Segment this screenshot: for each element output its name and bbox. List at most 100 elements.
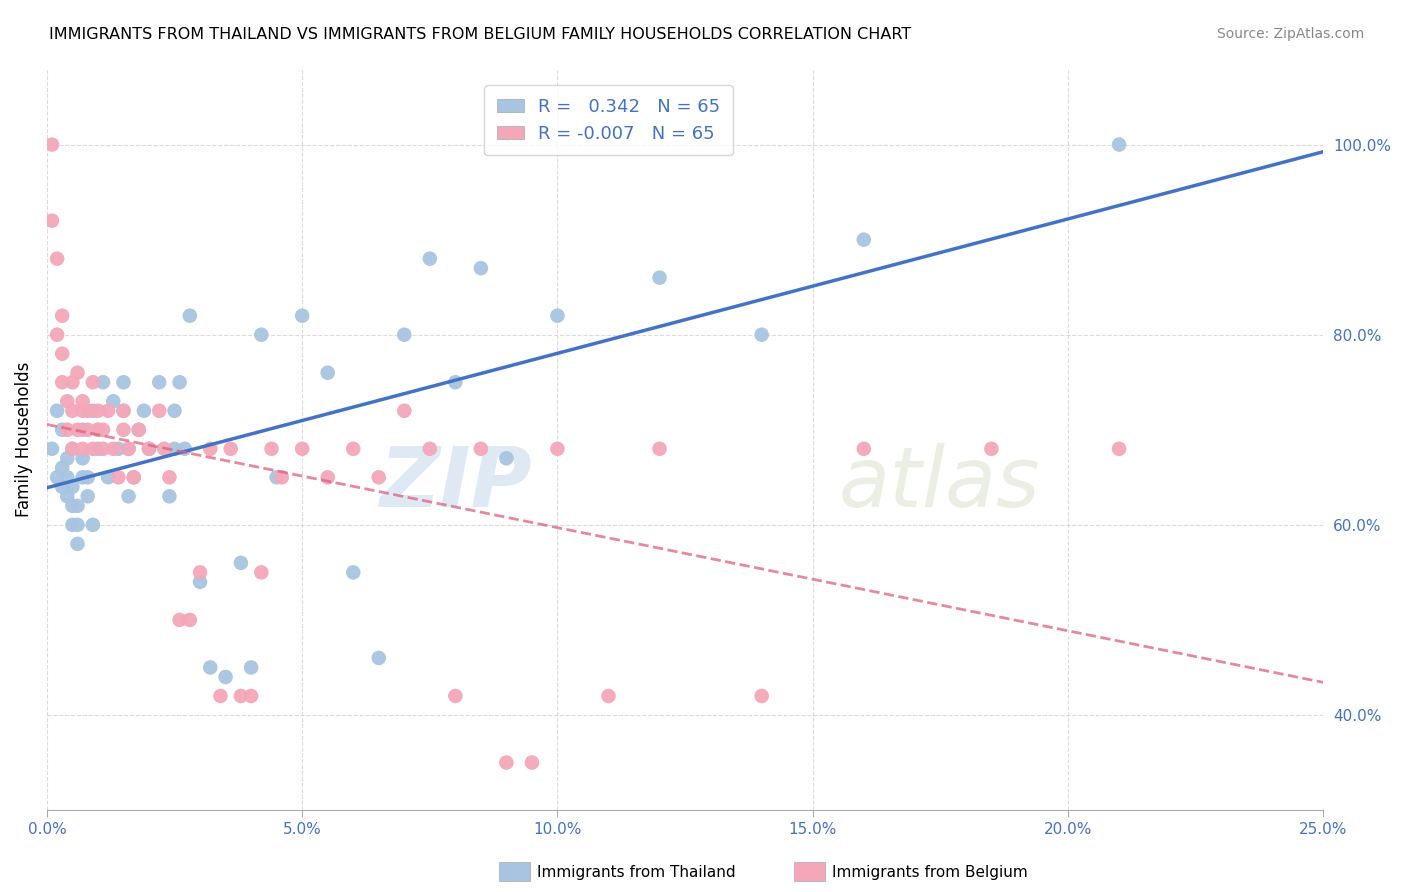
Point bbox=[76, 489, 98, 503]
Point bbox=[62, 499, 84, 513]
Text: atlas: atlas bbox=[838, 443, 1040, 524]
Point bbox=[122, 470, 145, 484]
Point bbox=[128, 423, 150, 437]
Point bbox=[72, 442, 94, 456]
Point bbox=[51, 347, 73, 361]
Point bbox=[82, 517, 104, 532]
Point bbox=[367, 470, 389, 484]
Point bbox=[107, 470, 129, 484]
Point bbox=[117, 442, 139, 456]
Point bbox=[153, 442, 176, 456]
Point bbox=[51, 460, 73, 475]
Point bbox=[91, 376, 114, 390]
Point bbox=[97, 404, 120, 418]
Text: Immigrants from Thailand: Immigrants from Thailand bbox=[537, 865, 735, 880]
Point bbox=[46, 470, 69, 484]
Point bbox=[419, 252, 441, 266]
Point bbox=[87, 442, 110, 456]
Point bbox=[117, 442, 139, 456]
Point bbox=[266, 470, 288, 484]
Point bbox=[62, 480, 84, 494]
Point bbox=[219, 442, 242, 456]
Point bbox=[87, 423, 110, 437]
Point bbox=[128, 423, 150, 437]
Point bbox=[470, 442, 492, 456]
Point bbox=[66, 423, 89, 437]
Point bbox=[157, 489, 180, 503]
Point bbox=[200, 442, 222, 456]
Point bbox=[112, 376, 135, 390]
Point bbox=[82, 442, 104, 456]
Point bbox=[41, 213, 63, 227]
Point bbox=[46, 327, 69, 342]
Point bbox=[291, 442, 314, 456]
Point bbox=[188, 574, 211, 589]
Point bbox=[41, 442, 63, 456]
Point bbox=[209, 689, 232, 703]
Point bbox=[169, 376, 191, 390]
Point bbox=[72, 394, 94, 409]
Point bbox=[56, 470, 79, 484]
Point bbox=[148, 404, 170, 418]
Point bbox=[62, 442, 84, 456]
Point bbox=[148, 376, 170, 390]
Point bbox=[342, 566, 364, 580]
Point bbox=[46, 252, 69, 266]
Point bbox=[157, 470, 180, 484]
Point bbox=[103, 394, 125, 409]
Point bbox=[91, 423, 114, 437]
Point bbox=[76, 404, 98, 418]
Point bbox=[163, 442, 186, 456]
Point bbox=[316, 366, 339, 380]
Point bbox=[229, 689, 252, 703]
Point bbox=[132, 404, 155, 418]
Point bbox=[56, 423, 79, 437]
Point bbox=[163, 404, 186, 418]
Point bbox=[138, 442, 160, 456]
Point bbox=[66, 366, 89, 380]
Point bbox=[97, 470, 120, 484]
Point bbox=[66, 499, 89, 513]
Point bbox=[87, 404, 110, 418]
Point bbox=[41, 137, 63, 152]
Point bbox=[51, 309, 73, 323]
Point bbox=[103, 442, 125, 456]
Point bbox=[291, 309, 314, 323]
Point bbox=[495, 756, 517, 770]
Point bbox=[76, 470, 98, 484]
Point bbox=[444, 689, 467, 703]
Point bbox=[62, 376, 84, 390]
Point bbox=[394, 327, 416, 342]
Point bbox=[122, 470, 145, 484]
Point bbox=[648, 270, 671, 285]
Point bbox=[1108, 137, 1130, 152]
Point bbox=[51, 376, 73, 390]
Point bbox=[751, 689, 773, 703]
Point bbox=[56, 394, 79, 409]
Point bbox=[342, 442, 364, 456]
Point bbox=[46, 404, 69, 418]
Text: Source: ZipAtlas.com: Source: ZipAtlas.com bbox=[1216, 27, 1364, 41]
Point bbox=[112, 404, 135, 418]
Point bbox=[51, 480, 73, 494]
Point bbox=[852, 233, 875, 247]
Point bbox=[270, 470, 292, 484]
Point bbox=[188, 566, 211, 580]
Point bbox=[444, 376, 467, 390]
Text: Immigrants from Belgium: Immigrants from Belgium bbox=[832, 865, 1028, 880]
Point bbox=[980, 442, 1002, 456]
Point bbox=[179, 613, 201, 627]
Point bbox=[112, 423, 135, 437]
Point bbox=[76, 423, 98, 437]
Point bbox=[394, 404, 416, 418]
Point bbox=[117, 489, 139, 503]
Point bbox=[91, 442, 114, 456]
Point bbox=[367, 651, 389, 665]
Point bbox=[648, 442, 671, 456]
Point bbox=[62, 517, 84, 532]
Point bbox=[87, 423, 110, 437]
Point bbox=[316, 470, 339, 484]
Point bbox=[72, 423, 94, 437]
Point bbox=[229, 556, 252, 570]
Point bbox=[107, 442, 129, 456]
